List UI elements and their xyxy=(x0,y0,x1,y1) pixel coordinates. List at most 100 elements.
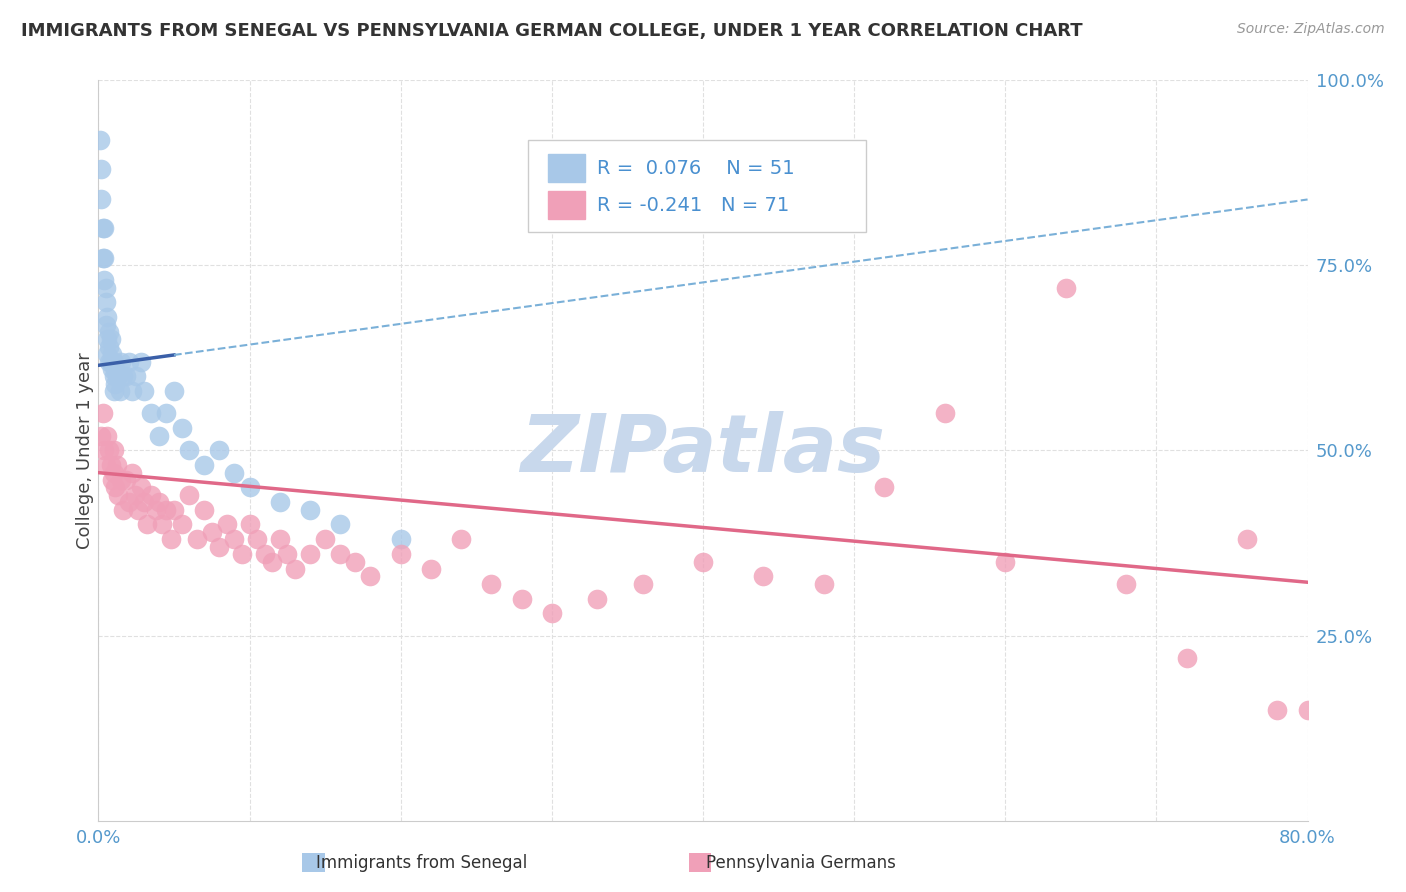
Point xyxy=(540,607,562,621)
Point xyxy=(141,488,163,502)
Point xyxy=(124,488,146,502)
Point xyxy=(1296,703,1319,717)
Bar xyxy=(548,154,585,183)
Text: R =  0.076    N = 51: R = 0.076 N = 51 xyxy=(596,159,794,178)
Point xyxy=(98,443,121,458)
Point xyxy=(344,555,367,569)
Point xyxy=(114,473,136,487)
Point xyxy=(299,547,322,561)
FancyBboxPatch shape xyxy=(527,139,866,232)
Point xyxy=(193,458,215,473)
Point xyxy=(1236,533,1258,547)
Point xyxy=(239,517,262,532)
Point xyxy=(110,473,132,487)
Point xyxy=(148,428,170,442)
Point xyxy=(150,517,173,532)
Point xyxy=(132,495,155,509)
Point xyxy=(179,443,201,458)
Point xyxy=(110,354,132,368)
Point xyxy=(586,591,609,606)
Point xyxy=(103,354,125,368)
Point xyxy=(170,517,193,532)
Point xyxy=(98,354,121,368)
Point xyxy=(873,480,896,494)
Point xyxy=(262,555,284,569)
Point xyxy=(96,428,118,442)
Point xyxy=(93,221,115,235)
Point xyxy=(121,384,143,399)
Point xyxy=(224,466,246,480)
Point xyxy=(121,466,143,480)
Point xyxy=(103,443,125,458)
Point xyxy=(360,569,382,583)
Point xyxy=(253,547,276,561)
Point xyxy=(224,533,246,547)
Point xyxy=(98,325,121,339)
Point xyxy=(111,502,134,516)
Point xyxy=(103,466,125,480)
Point xyxy=(125,369,148,384)
Point xyxy=(215,517,238,532)
Y-axis label: College, Under 1 year: College, Under 1 year xyxy=(76,352,94,549)
Point xyxy=(90,192,112,206)
Point xyxy=(813,576,835,591)
Point xyxy=(104,376,127,391)
Point xyxy=(129,354,152,368)
Point xyxy=(118,354,141,368)
Point xyxy=(101,362,124,376)
Point xyxy=(100,332,122,346)
Point xyxy=(389,533,412,547)
Point xyxy=(193,502,215,516)
Point xyxy=(105,458,128,473)
Point xyxy=(129,480,152,494)
Point xyxy=(93,251,115,265)
Point xyxy=(104,362,127,376)
Point xyxy=(269,495,291,509)
Point xyxy=(91,407,114,421)
Point xyxy=(752,569,775,583)
Point xyxy=(481,576,503,591)
Point xyxy=(692,555,714,569)
Point xyxy=(103,369,125,384)
Point xyxy=(94,295,117,310)
Point xyxy=(420,562,443,576)
Point xyxy=(163,384,186,399)
Point xyxy=(201,524,224,539)
Text: R = -0.241   N = 71: R = -0.241 N = 71 xyxy=(596,196,789,215)
Point xyxy=(93,443,115,458)
Point xyxy=(90,428,112,442)
Point xyxy=(994,555,1017,569)
Point xyxy=(179,488,201,502)
Point xyxy=(145,502,167,516)
Point xyxy=(1267,703,1289,717)
Point xyxy=(450,533,472,547)
Point xyxy=(94,318,117,332)
Text: ZIPatlas: ZIPatlas xyxy=(520,411,886,490)
Point xyxy=(96,332,118,346)
Point xyxy=(141,407,163,421)
Text: IMMIGRANTS FROM SENEGAL VS PENNSYLVANIA GERMAN COLLEGE, UNDER 1 YEAR CORRELATION: IMMIGRANTS FROM SENEGAL VS PENNSYLVANIA … xyxy=(21,22,1083,40)
Point xyxy=(104,480,127,494)
Point xyxy=(96,347,118,361)
Point xyxy=(231,547,253,561)
Point xyxy=(314,533,336,547)
Point xyxy=(155,407,177,421)
Point xyxy=(329,517,352,532)
Point xyxy=(163,502,186,516)
Point xyxy=(934,407,956,421)
Point xyxy=(100,354,122,368)
Point xyxy=(107,488,129,502)
Bar xyxy=(548,191,585,219)
Point xyxy=(105,369,128,384)
Point xyxy=(90,162,112,177)
Point xyxy=(329,547,352,561)
Point xyxy=(91,221,114,235)
Point xyxy=(127,502,149,516)
Point xyxy=(208,540,231,554)
Point xyxy=(107,369,129,384)
Point xyxy=(1115,576,1137,591)
Point xyxy=(91,251,114,265)
Point xyxy=(101,347,124,361)
Point xyxy=(155,502,177,516)
Text: Source: ZipAtlas.com: Source: ZipAtlas.com xyxy=(1237,22,1385,37)
